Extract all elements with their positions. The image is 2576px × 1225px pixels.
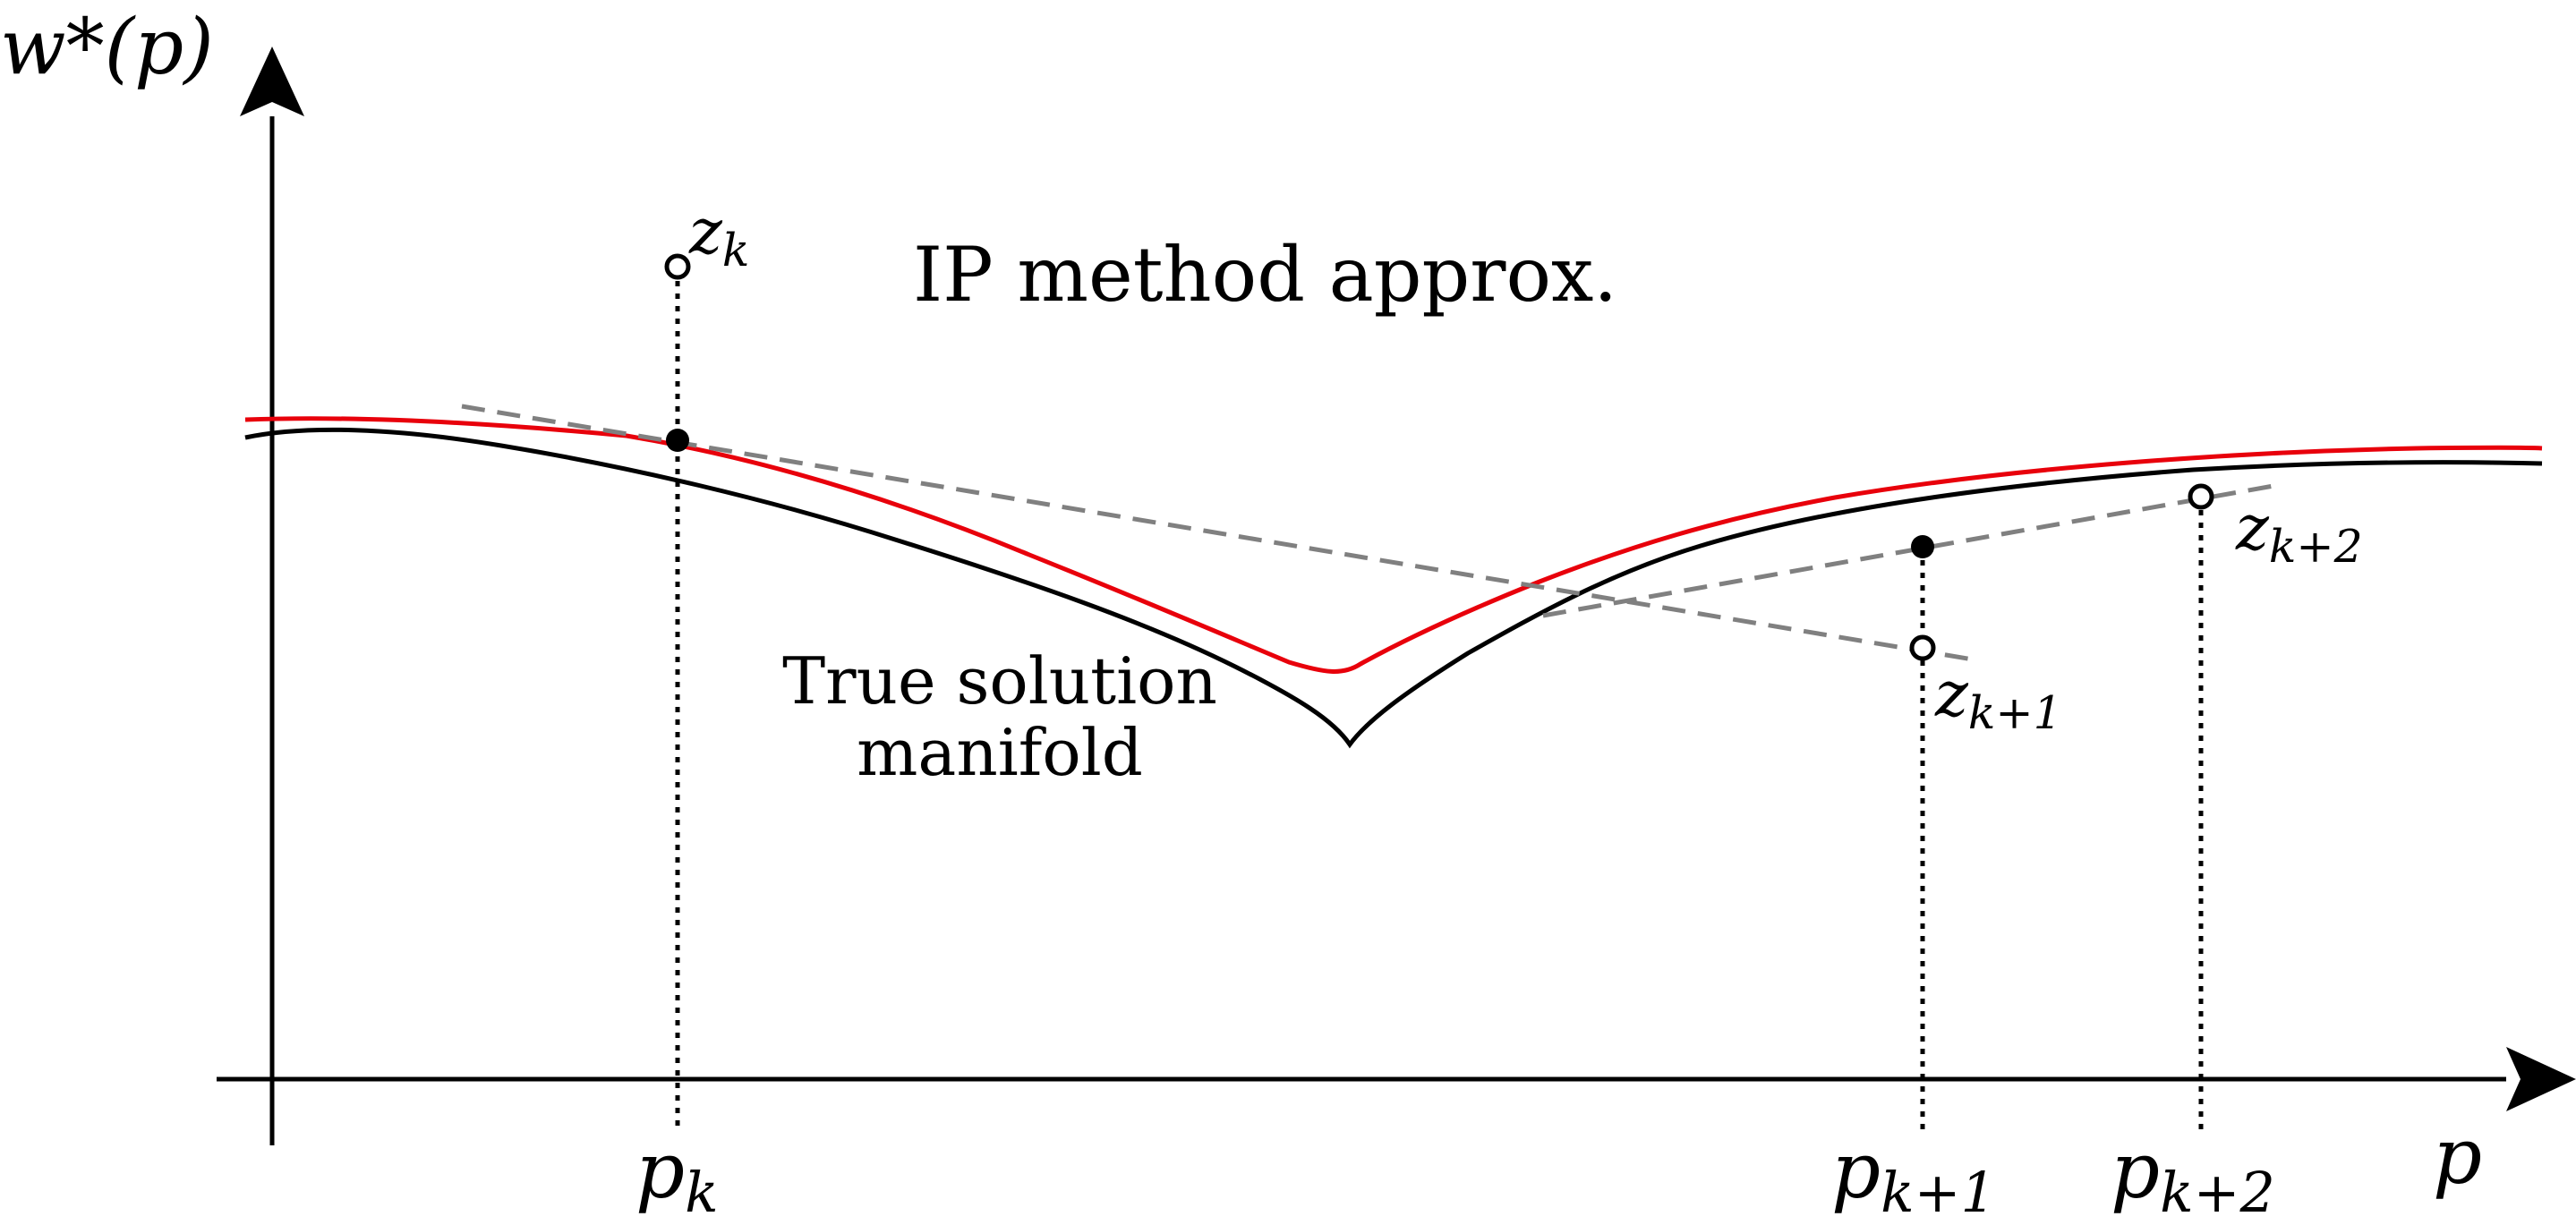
x-axis-arrowhead — [2506, 1047, 2576, 1111]
point-zk1 — [1909, 634, 1936, 661]
ip-approx-label: IP method approx. — [913, 231, 1617, 319]
tangent-line-k1 — [1542, 483, 2274, 618]
x-axis-label: p — [2433, 1112, 2482, 1202]
tick-label-pk: pk — [635, 1127, 719, 1225]
tangent-line-k — [461, 404, 1979, 663]
ip-method-curve — [244, 416, 2543, 674]
tangent-lines — [461, 404, 2274, 663]
tick-label-pk1: pk+1 — [1831, 1127, 1996, 1225]
tick-label-pk2: pk+2 — [2111, 1127, 2275, 1225]
true-manifold-label-line2: manifold — [857, 715, 1143, 790]
point-on-curve-pk1 — [1911, 535, 1934, 558]
guide-lines — [675, 268, 2204, 1129]
true-manifold-label-line1: True solution — [782, 643, 1217, 719]
y-axis-arrowhead — [240, 47, 304, 116]
y-axis-label: w*(p) — [0, 3, 214, 92]
point-zk2 — [2188, 483, 2214, 510]
point-on-curve-pk — [666, 429, 689, 452]
label-zk: zk — [688, 195, 749, 276]
label-zk2: zk+2 — [2235, 491, 2363, 573]
true-solution-curve — [244, 427, 2543, 749]
axes — [217, 47, 2576, 1145]
label-zk1: zk+1 — [1934, 658, 2062, 739]
point-zk — [664, 253, 691, 280]
